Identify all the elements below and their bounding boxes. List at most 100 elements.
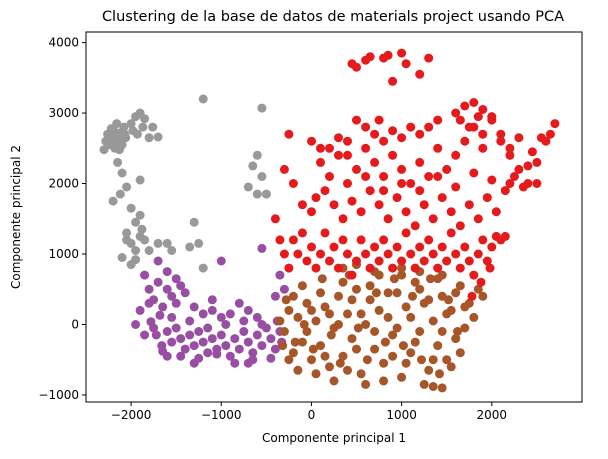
scatter-point [392,323,402,333]
scatter-point [288,235,298,245]
scatter-point [406,122,416,132]
scatter-point [428,214,438,224]
scatter-point [153,132,163,142]
scatter-point [221,341,231,351]
scatter-point [473,112,483,122]
scatter-point [464,122,474,132]
scatter-point [532,157,542,167]
scatter-point [370,129,380,139]
scatter-point [401,59,411,69]
scatter-point [379,376,389,386]
scatter-point [478,105,488,114]
scatter-point [353,323,363,333]
scatter-point [545,129,555,139]
scatter-point [464,256,474,266]
x-axis: −2000 −1000 0 1000 2000 [111,402,507,422]
scatter-point [435,369,444,379]
scatter-point [288,179,298,188]
scatter-point [320,186,330,196]
scatter-point [189,302,199,312]
scatter-point [257,243,267,253]
scatter-point [105,129,115,139]
scatter-point [288,348,298,358]
scatter-point [460,323,470,333]
scatter-point [343,179,352,188]
scatter-point [117,168,127,178]
scatter-point [140,114,150,124]
scatter-point [194,238,204,248]
scatter-point [401,228,411,238]
scatter-point [243,305,253,315]
scatter-point [478,143,488,153]
scatter-point [383,249,393,259]
scatter-point [428,316,438,326]
scatter-point [437,383,447,393]
scatter-point [221,320,231,329]
scatter-point [356,235,366,245]
scatter-point [185,242,195,252]
scatter-point [408,291,417,301]
scatter-point [415,186,425,196]
scatter-point [338,351,348,361]
scatter-point [257,341,267,351]
scatter-point [131,246,141,255]
scatter-point [415,69,425,79]
scatter-point [203,348,213,358]
scatter-point [374,305,384,315]
scatter-point [167,246,177,255]
scatter-point [325,143,334,153]
scatter-point [487,175,497,185]
scatter-point [119,122,129,132]
scatter-point [446,228,456,238]
scatter-point [347,196,357,206]
scatter-point [415,242,425,252]
scatter-point [361,143,371,153]
scatter-point [180,344,190,354]
scatter-point [270,344,280,354]
scatter-point [442,309,452,319]
scatter-point [343,309,352,319]
scatter-point [225,309,235,319]
scatter-point [167,337,177,347]
scatter-point [194,327,204,336]
scatter-point [478,291,488,301]
scatter-point [356,369,366,379]
scatter-point [361,320,371,329]
scatter-point [112,119,122,129]
scatter-point [297,228,307,238]
scatter-point [410,337,420,347]
scatter-point [320,302,330,312]
scatter-point [485,263,495,273]
scatter-point [527,147,537,157]
scatter-point [388,351,398,361]
scatter-point [216,256,226,266]
scatter-point [302,327,312,336]
scatter-point [114,145,124,155]
scatter-point [401,358,411,368]
scatter-point [505,179,515,188]
scatter-point [361,122,371,132]
scatter-point [176,281,186,291]
scatter-point [162,351,172,361]
scatter-point [316,288,325,298]
scatter-point [437,327,447,336]
scatter-point [388,263,398,273]
scatter-point [325,256,334,266]
scatter-point [299,320,309,329]
scatter-point [469,312,479,322]
scatter-point [415,157,425,167]
scatter-point [225,351,235,361]
scatter-point [460,136,470,146]
scatter-point [278,341,288,351]
scatter-point [137,224,147,234]
scatter-point [131,255,141,265]
scatter-point [467,291,477,301]
scatter-point [153,256,163,266]
scatter-point [162,267,172,277]
scatter-point [297,200,307,210]
scatter-point [428,382,438,391]
scatter-point [415,327,425,336]
scatter-point [113,157,123,167]
